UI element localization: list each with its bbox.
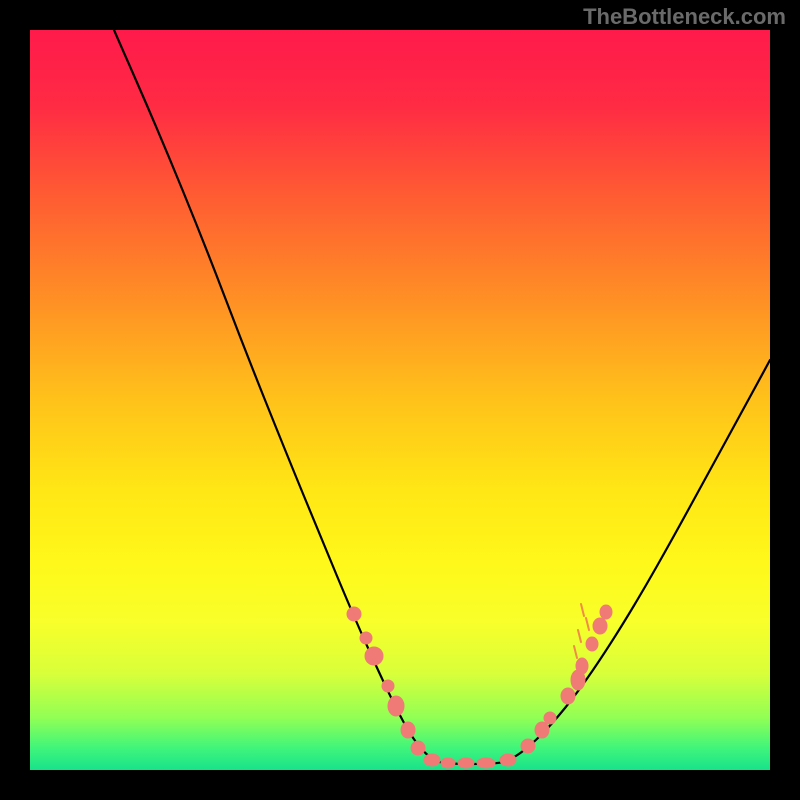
marker-dot xyxy=(424,754,440,766)
marker-dot xyxy=(365,647,383,665)
watermark-text: TheBottleneck.com xyxy=(583,4,786,30)
marker-dot xyxy=(500,754,516,766)
marker-dot xyxy=(382,680,394,692)
chart-background xyxy=(30,30,770,770)
marker-dot xyxy=(360,632,372,644)
marker-dot xyxy=(600,605,612,619)
chart-svg xyxy=(0,0,800,800)
marker-dot xyxy=(521,739,535,753)
marker-dot xyxy=(388,696,404,716)
marker-dot xyxy=(441,758,455,768)
marker-dot xyxy=(561,688,575,704)
marker-dot xyxy=(477,758,495,768)
marker-dot xyxy=(458,758,474,768)
marker-dot xyxy=(586,637,598,651)
marker-dot xyxy=(347,607,361,621)
marker-dot xyxy=(576,658,588,674)
marker-dot xyxy=(411,741,425,755)
marker-dot xyxy=(544,712,556,724)
marker-dot xyxy=(593,618,607,634)
marker-dot xyxy=(535,722,549,738)
marker-dot xyxy=(401,722,415,738)
